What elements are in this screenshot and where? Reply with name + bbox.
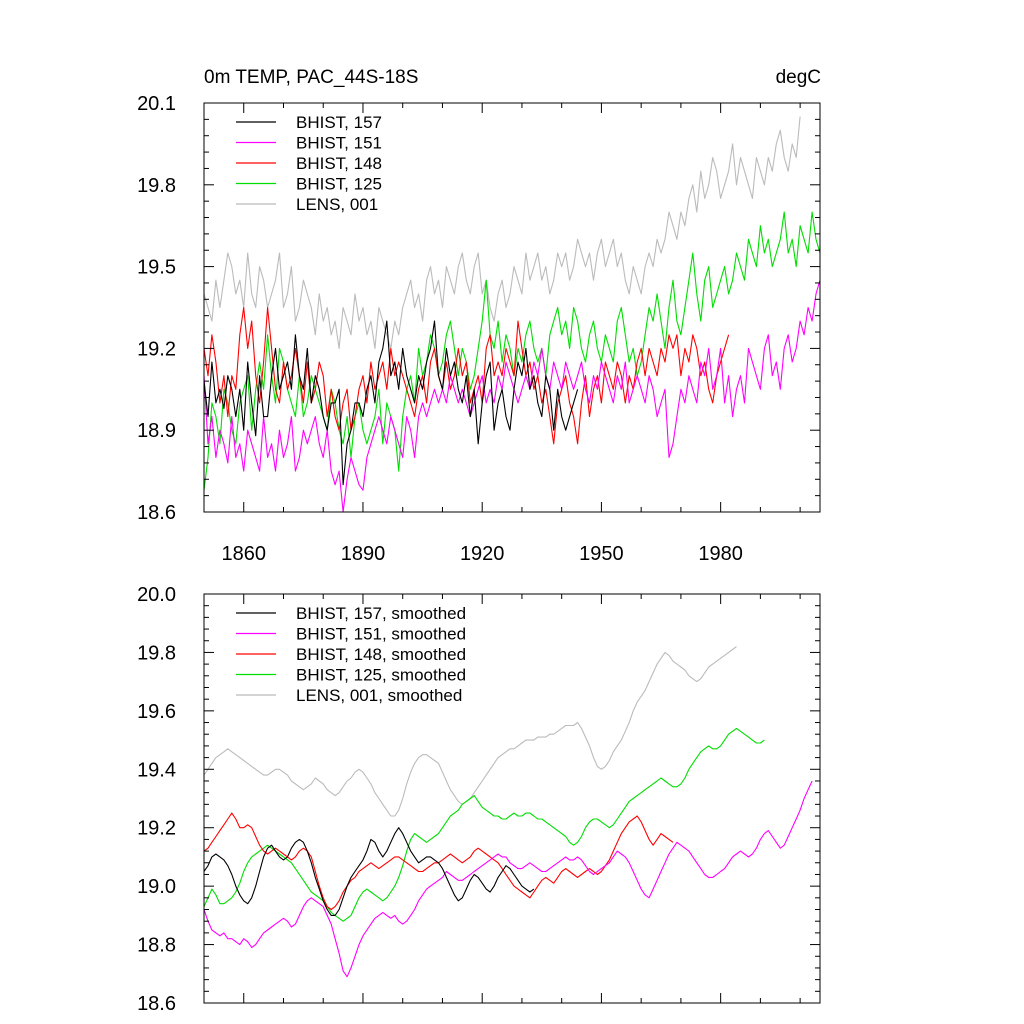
top-panel: 18.6 18.9 19.2 19.5 19.8 20.1 1860 1890 1920 1950… (137, 67, 821, 565)
top-series-line-4 (204, 116, 801, 349)
top-ytick-label: 18.9 (137, 420, 176, 442)
bottom-legend-label-1: BHIST, 151, smoothed (296, 625, 466, 644)
top-xtick-label: 1950 (579, 543, 624, 565)
bottom-ytick-label: 19.4 (137, 759, 176, 781)
bottom-series-line-4 (204, 646, 737, 817)
top-xtick-label: 1980 (698, 543, 743, 565)
bottom-series-line-3 (204, 727, 765, 922)
top-series-line-1 (204, 279, 820, 512)
top-legend-label-0: BHIST, 157 (296, 113, 382, 132)
top-legend-label-4: LENS, 001 (296, 195, 378, 214)
top-xtick-label: 1860 (221, 543, 266, 565)
bottom-legend-label-4: LENS, 001, smoothed (296, 686, 462, 705)
top-xtick-label: 1890 (341, 543, 386, 565)
bottom-ytick-label: 18.8 (137, 935, 176, 957)
top-series-group (204, 116, 820, 512)
top-series-line-0 (204, 320, 579, 486)
bottom-plot-frame (203, 593, 821, 1004)
bottom-legend-label-3: BHIST, 125, smoothed (296, 666, 466, 685)
top-series-line-2 (204, 306, 730, 445)
top-ytick-label: 20.1 (137, 93, 176, 115)
top-plot-frame (203, 102, 821, 513)
bottom-series-line-2 (204, 812, 674, 911)
bottom-series-line-0 (204, 827, 535, 916)
bottom-legend-label-0: BHIST, 157, smoothed (296, 604, 466, 623)
top-chart-title: 0m TEMP, PAC_44S-18S (204, 67, 418, 88)
top-series-line-3 (204, 211, 820, 491)
top-legend-label-2: BHIST, 148 (296, 154, 382, 173)
top-units-label: degC (776, 67, 821, 88)
bottom-legend-label-2: BHIST, 148, smoothed (296, 645, 466, 664)
bottom-ytick-label: 19.2 (137, 818, 176, 840)
top-legend-label-3: BHIST, 125 (296, 175, 382, 194)
top-ticks: 18.6 18.9 19.2 19.5 19.8 20.1 1860 1890 1920 1950… (137, 93, 820, 565)
top-legend-label-1: BHIST, 151 (296, 134, 382, 153)
bottom-series-line-1 (204, 780, 813, 978)
bottom-series-group (204, 646, 813, 978)
bottom-ytick-label: 19.6 (137, 701, 176, 723)
bottom-panel: 18.6 18.8 19.0 19.2 19.4 19.6 19.8 20.0 BHIST, … (137, 584, 821, 1015)
bottom-ytick-label: 20.0 (137, 584, 176, 606)
bottom-legend: BHIST, 157, smoothed BHIST, 151, smoothed… (236, 604, 466, 705)
bottom-ticks: 18.6 18.8 19.0 19.2 19.4 19.6 19.8 20.0 (137, 584, 820, 1015)
top-ytick-label: 18.6 (137, 502, 176, 524)
top-ytick-label: 19.8 (137, 175, 176, 197)
bottom-ytick-label: 18.6 (137, 993, 176, 1015)
top-ytick-label: 19.5 (137, 257, 176, 279)
top-ytick-label: 19.2 (137, 338, 176, 360)
top-xtick-label: 1920 (460, 543, 505, 565)
bottom-ytick-label: 19.8 (137, 642, 176, 664)
bottom-ytick-label: 19.0 (137, 876, 176, 898)
